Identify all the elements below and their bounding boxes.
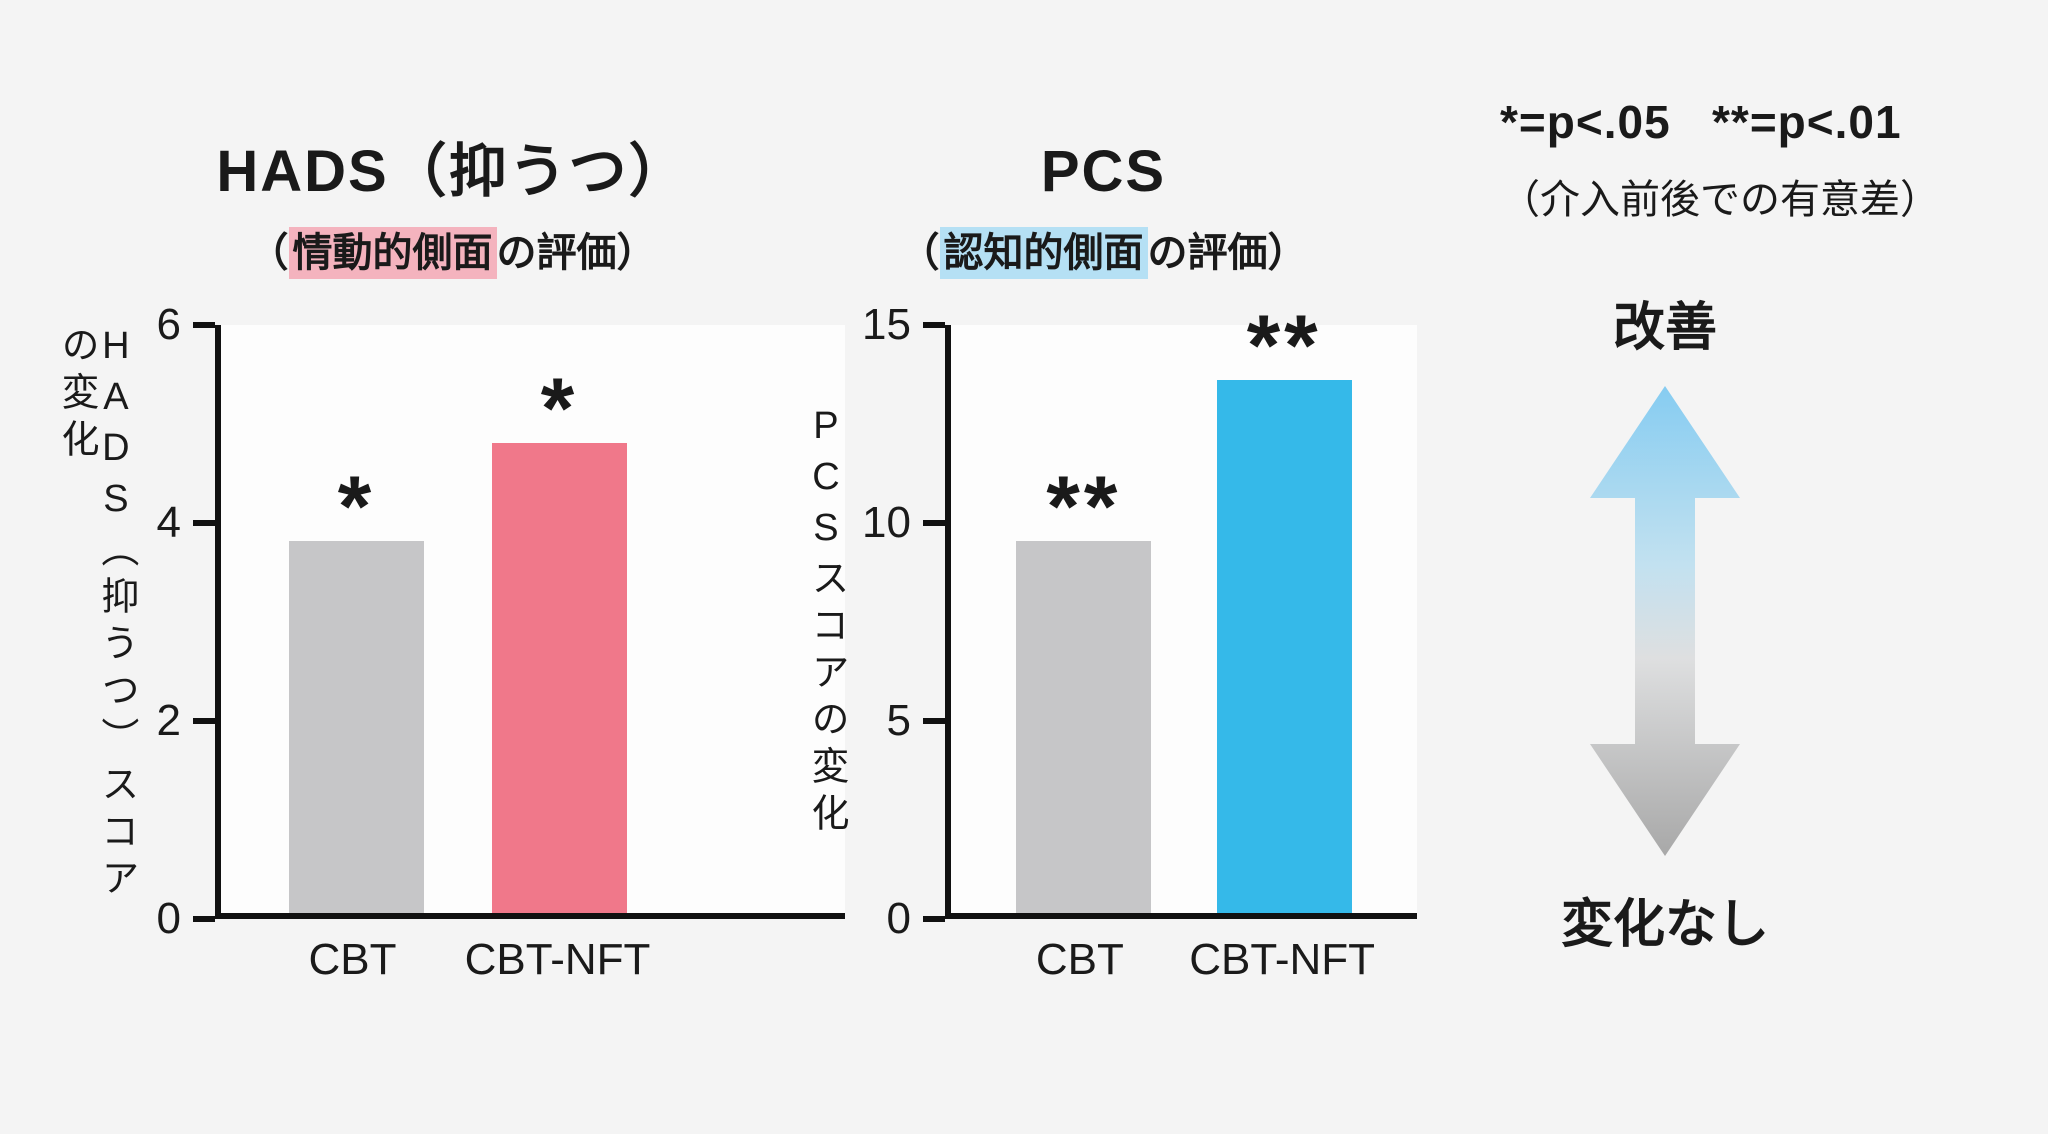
y-tick-label: 5: [886, 696, 911, 745]
y-tick-mark: [923, 322, 945, 328]
y-tick-label: 10: [862, 498, 911, 547]
bar-group-cbt: *: [289, 325, 424, 913]
x-category-label-cbt-nft: CBT-NFT: [464, 935, 651, 984]
y-axis-label-wrap: PCSスコアの変化: [790, 325, 860, 919]
y-tick-mark: [193, 916, 215, 922]
hads-chart-header: HADS（抑うつ） （情動的側面 の評価）: [60, 140, 845, 325]
bar-cbt-nft: [1216, 380, 1352, 913]
subtitle-highlight: 認知的側面: [939, 226, 1148, 279]
x-axis-labels: CBT CBT-NFT: [945, 935, 1417, 985]
chart-title: HADS（抑うつ）: [216, 139, 689, 204]
y-axis-ticks: 0 2 4 6: [130, 303, 215, 941]
y-tick-mark: [193, 520, 215, 526]
no-change-label: 変化なし: [1560, 896, 1769, 954]
pcs-chart: PCS （認知的側面 の評価） PCSスコアの変化 0 5 10 15 ** ** CBT…: [790, 140, 1417, 985]
y-tick-label: 0: [156, 894, 181, 943]
significance-marker: **: [1046, 458, 1122, 555]
subtitle-prefix: （: [248, 230, 289, 275]
bar-group-cbt: **: [1016, 325, 1152, 913]
bar-cbt-nft: [492, 442, 627, 913]
subtitle-highlight: 情動的側面: [288, 226, 497, 279]
x-category-label-cbt: CBT: [308, 935, 397, 984]
y-axis-label-wrap: HADS（抑うつ）スコアの変化: [55, 325, 137, 919]
x-category-label-cbt: CBT: [1035, 935, 1124, 984]
y-tick-label: 4: [156, 498, 181, 547]
y-tick-mark: [923, 520, 945, 526]
hads-chart: HADS（抑うつ） （情動的側面 の評価） HADS（抑うつ）スコアの変化 0 2 4…: [55, 140, 845, 985]
improvement-arrow: [1590, 386, 1740, 856]
subtitle-suffix: の評価）: [1147, 230, 1308, 275]
subtitle-suffix: の評価）: [496, 230, 657, 275]
y-tick-label: 0: [886, 894, 911, 943]
bar-cbt: [289, 540, 424, 913]
plot-area: * *: [215, 325, 845, 919]
significance-marker: **: [1246, 298, 1322, 394]
y-tick-mark: [193, 322, 215, 328]
chart-subtitle: （認知的側面 の評価）: [790, 220, 1417, 279]
chart-title: PCS: [1040, 139, 1167, 204]
improvement-scale: 改善 変化なし: [1515, 285, 1815, 957]
y-tick-mark: [923, 718, 945, 724]
bar-group-cbt-nft: *: [492, 325, 627, 913]
x-axis-labels: CBT CBT-NFT: [215, 935, 845, 985]
y-axis-label: HADS（抑うつ）スコアの変化: [55, 325, 137, 905]
y-tick-mark: [923, 916, 945, 922]
pcs-chart-body: PCSスコアの変化 0 5 10 15 ** **: [790, 298, 1417, 941]
x-category-label-cbt-nft: CBT-NFT: [1189, 935, 1376, 984]
legend-panel: *=p<.05 **=p<.01 （介入前後での有意差） 改善 変化なし: [1500, 95, 2030, 957]
significance-marker: *: [337, 458, 376, 555]
bar-group-cbt-nft: **: [1216, 298, 1352, 913]
y-axis-label: PCSスコアの変化: [804, 404, 847, 840]
significance-note: *=p<.05 **=p<.01: [1500, 96, 1902, 148]
plot-area: ** **: [945, 298, 1417, 919]
subtitle-prefix: （: [899, 230, 940, 275]
y-tick-label: 2: [156, 696, 181, 745]
significance-subnote: （介入前後での有意差）: [1500, 178, 1940, 222]
pcs-chart-header: PCS （認知的側面 の評価）: [790, 140, 1417, 325]
bar-cbt: [1016, 540, 1152, 913]
chart-subtitle: （情動的側面 の評価）: [60, 220, 845, 279]
improvement-label: 改善: [1612, 299, 1717, 357]
y-tick-mark: [193, 718, 215, 724]
y-axis-ticks: 0 5 10 15: [860, 303, 945, 941]
y-tick-label: 6: [156, 300, 181, 349]
significance-marker: *: [540, 360, 579, 457]
y-tick-label: 15: [862, 300, 911, 349]
